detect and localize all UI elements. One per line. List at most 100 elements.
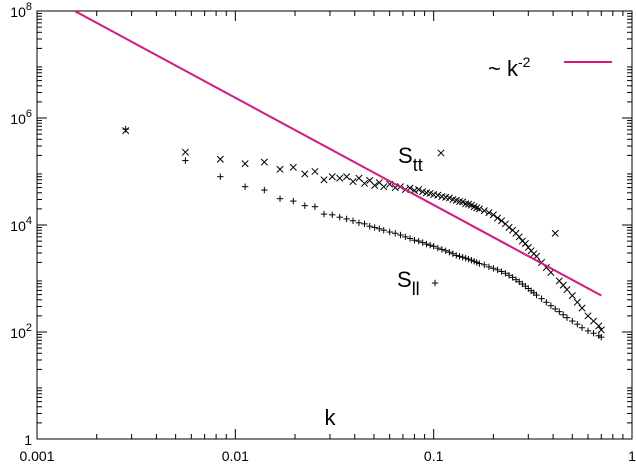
y-tick-label: 106 — [10, 108, 32, 127]
stt-point — [289, 163, 297, 171]
x-tick-label: 1 — [628, 448, 636, 464]
sll-point — [547, 302, 555, 309]
sll-point — [574, 320, 581, 328]
x-axis-ticks: 0.001 0.01 0.1 1 — [19, 11, 636, 464]
stt-point — [216, 155, 224, 163]
x-tick-label: 0.1 — [424, 448, 444, 464]
stt-point — [349, 177, 357, 186]
sll-point — [371, 224, 378, 231]
stt-point — [360, 179, 369, 187]
series-label-stt: Stt — [398, 143, 445, 175]
stt-point — [475, 205, 483, 213]
stt-point — [485, 209, 493, 217]
stt-point — [301, 170, 309, 178]
sll-point — [419, 239, 426, 246]
stt-point — [595, 322, 603, 330]
sll-point — [311, 203, 319, 210]
y-tick-label: 104 — [10, 215, 32, 234]
stt-point — [355, 174, 363, 182]
stt-point — [445, 194, 453, 202]
sll-point — [182, 157, 189, 164]
sll-point — [512, 276, 520, 283]
stt-point — [498, 217, 506, 225]
sll-point — [438, 246, 446, 253]
sll-point — [301, 202, 308, 209]
stt-label: Stt — [398, 143, 423, 175]
sll-point — [449, 250, 457, 257]
stt-point — [521, 239, 529, 248]
y-tick-label: 102 — [10, 322, 32, 341]
legend-label: ~ k-2 — [488, 54, 531, 81]
sll-point — [343, 215, 350, 223]
stt-point — [415, 185, 423, 194]
x-tick-label: 0.01 — [222, 448, 249, 464]
reference-line-path — [74, 10, 602, 297]
sll-point — [498, 268, 505, 275]
sll-point — [349, 217, 357, 224]
sll-legend-marker — [431, 279, 439, 287]
sll-point — [563, 314, 571, 321]
sll-point — [320, 210, 328, 218]
stt-point — [371, 181, 379, 189]
sll-point — [569, 317, 576, 325]
legend: ~ k-2 — [488, 54, 612, 81]
sll-point — [261, 186, 268, 194]
sll-point — [598, 333, 605, 341]
sll-point — [217, 173, 224, 180]
stt-point — [480, 207, 488, 215]
sll-point — [476, 260, 483, 267]
stt-point — [181, 148, 189, 156]
sll-point — [584, 327, 592, 335]
sll-label: Sll — [397, 267, 420, 299]
sll-point — [453, 252, 460, 259]
stt-point — [489, 211, 497, 219]
axes-frame — [36, 10, 633, 440]
sll-point — [590, 329, 597, 337]
stt-label-base: S — [398, 143, 413, 168]
sll-point — [386, 228, 393, 236]
stt-point — [343, 173, 351, 181]
sll-point — [276, 195, 284, 202]
sll-point — [462, 254, 469, 262]
stt-point — [311, 167, 319, 176]
sll-point — [465, 255, 472, 263]
stt-point — [597, 326, 605, 334]
sll-point — [543, 299, 550, 306]
sll-point — [494, 266, 501, 274]
stt-point — [328, 173, 336, 181]
y-axis-ticks: 1 102 104 106 108 — [10, 1, 632, 448]
sll-point — [456, 253, 463, 260]
stt-point — [568, 292, 576, 300]
sll-point — [336, 213, 343, 221]
stt-point — [276, 165, 284, 173]
stt-point — [336, 174, 344, 182]
sll-point — [406, 235, 414, 242]
sll-point — [392, 230, 399, 237]
sll-point — [366, 222, 373, 230]
sll-point — [380, 226, 387, 234]
stt-point — [551, 229, 559, 237]
stt-label-sub: tt — [413, 155, 423, 175]
sll-point — [397, 231, 404, 239]
sll-point — [434, 244, 442, 252]
reference-line-k-minus-2 — [74, 10, 602, 297]
stt-point — [563, 286, 571, 294]
series-label-sll: Sll — [397, 267, 439, 299]
sll-point — [560, 311, 567, 318]
sll-point — [509, 274, 516, 281]
stt-legend-marker — [437, 149, 445, 157]
y-tick-label: 1 — [24, 432, 32, 448]
sll-point — [468, 256, 475, 264]
stt-point — [505, 223, 513, 232]
stt-point — [573, 298, 581, 306]
stt-point — [260, 158, 268, 166]
stt-point — [320, 176, 328, 184]
sll-point — [361, 220, 368, 228]
sll-point — [470, 258, 478, 265]
stt-point — [462, 200, 470, 208]
series-sll — [122, 125, 605, 341]
sll-point — [578, 324, 586, 331]
sll-point — [556, 308, 563, 315]
sll-point — [459, 254, 466, 261]
